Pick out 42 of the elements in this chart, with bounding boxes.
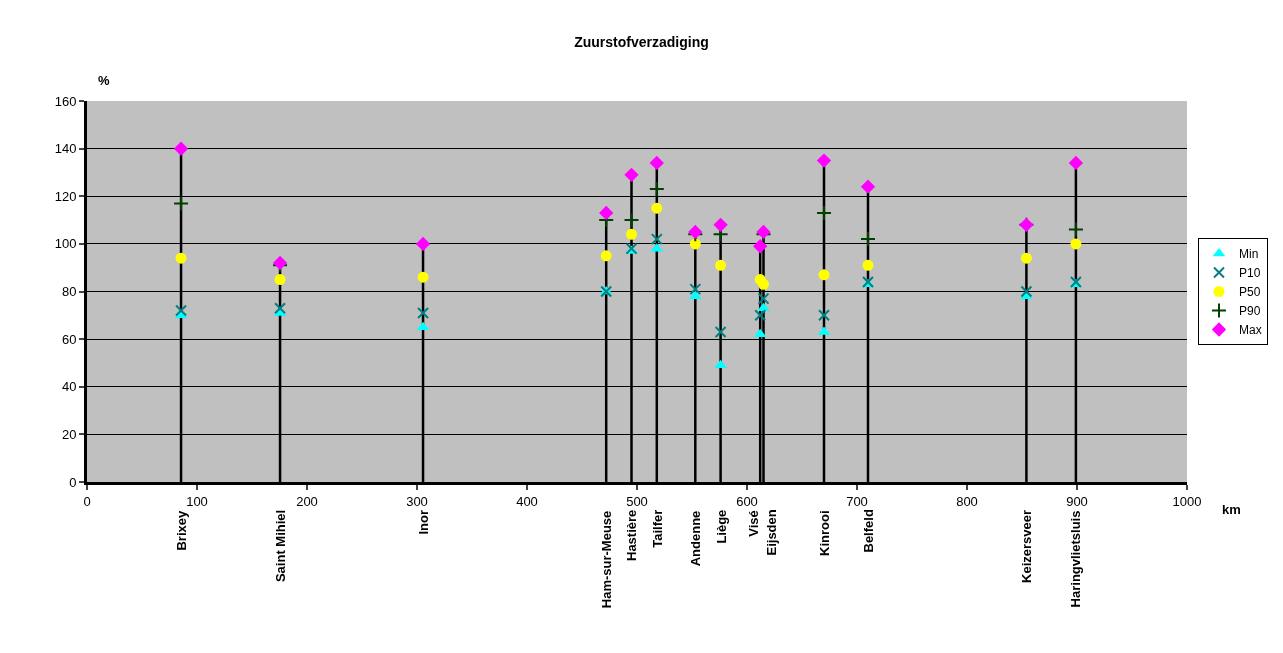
text: Haringvlietsluis — [1068, 510, 1084, 608]
x-tick-label: 600 — [736, 493, 758, 509]
x-tick-label: 100 — [186, 493, 208, 509]
text: Liège — [713, 509, 729, 544]
text: Eijsden — [763, 509, 779, 556]
legend-label: Min — [1239, 247, 1259, 262]
x-tick-label: 700 — [846, 493, 868, 509]
text: Hastière — [624, 509, 639, 561]
x-tick-label: 400 — [516, 493, 538, 509]
x-tick-label: 0 — [83, 493, 91, 509]
y-tick-label: 140 — [54, 141, 77, 157]
text: Belfeld — [860, 509, 876, 553]
chart-title: Zuurstofverzadiging — [574, 34, 709, 51]
legend-label: P90 — [1239, 304, 1261, 319]
y-tick-label: 60 — [61, 331, 77, 347]
text: Saint Mihiel — [273, 509, 289, 583]
y-tick-label: 120 — [54, 188, 77, 204]
y-tick-label: 100 — [54, 236, 77, 252]
text: Brixey — [173, 510, 189, 551]
y-tick-label: 160 — [54, 93, 77, 109]
y-tick-label: 80 — [61, 284, 77, 300]
text: Ham-sur-Meuse — [599, 510, 615, 609]
text: Andenne — [688, 510, 704, 567]
x-tick-label: 1000 — [1172, 493, 1202, 509]
x-tick-label: 900 — [1066, 493, 1088, 509]
legend-label: P10 — [1239, 266, 1261, 281]
x-tick-label: 200 — [296, 493, 318, 509]
legend-label: Max — [1239, 323, 1262, 338]
text: Tailfer — [649, 509, 665, 548]
text: Inor — [415, 509, 431, 535]
y-tick-label: 0 — [69, 474, 77, 490]
text: Keizersveer — [1018, 509, 1034, 583]
text: Visé — [745, 510, 761, 537]
x-tick-label: 500 — [626, 493, 648, 509]
y-tick-label: 40 — [61, 379, 77, 395]
y-tick-label: 20 — [61, 426, 77, 442]
y-axis-title: % — [98, 73, 110, 88]
x-tick-label: 800 — [956, 493, 978, 509]
legend-label: P50 — [1239, 285, 1261, 300]
text: Kinrooi — [817, 510, 832, 556]
x-tick-label: 300 — [406, 493, 428, 509]
x-axis-title: km — [1222, 502, 1241, 517]
